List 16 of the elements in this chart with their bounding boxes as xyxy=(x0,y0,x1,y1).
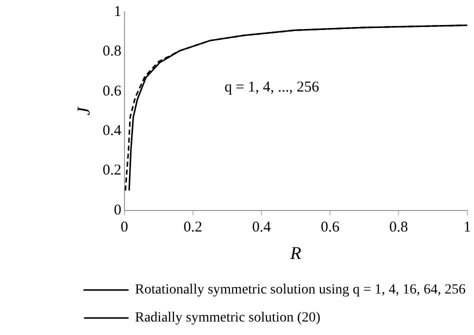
legend-label: Radially symmetric solution (20) xyxy=(135,310,321,326)
y-tick-label: 0.6 xyxy=(102,83,122,100)
x-tick-label: 0.6 xyxy=(320,219,340,236)
x-axis-title: R xyxy=(289,242,302,263)
y-tick-label: 0.4 xyxy=(102,122,122,139)
x-tick-label: 0.4 xyxy=(252,219,272,236)
legend-label: Rotationally symmetric solution using q = 1, 4, 16, 64, 256 xyxy=(135,282,466,298)
x-tick-label: 0.2 xyxy=(184,219,202,236)
y-tick-label: 0.2 xyxy=(102,162,122,179)
y-tick-label: 1 xyxy=(114,4,122,20)
x-tick-label: 1 xyxy=(464,219,471,236)
y-tick-label: 0 xyxy=(114,202,122,218)
y-tick-label: 0.8 xyxy=(102,44,122,60)
x-tick-label: 0.8 xyxy=(389,219,408,236)
y-axis-title: J xyxy=(74,106,94,116)
annotation: q = 1, 4, ..., 256 xyxy=(224,79,320,96)
